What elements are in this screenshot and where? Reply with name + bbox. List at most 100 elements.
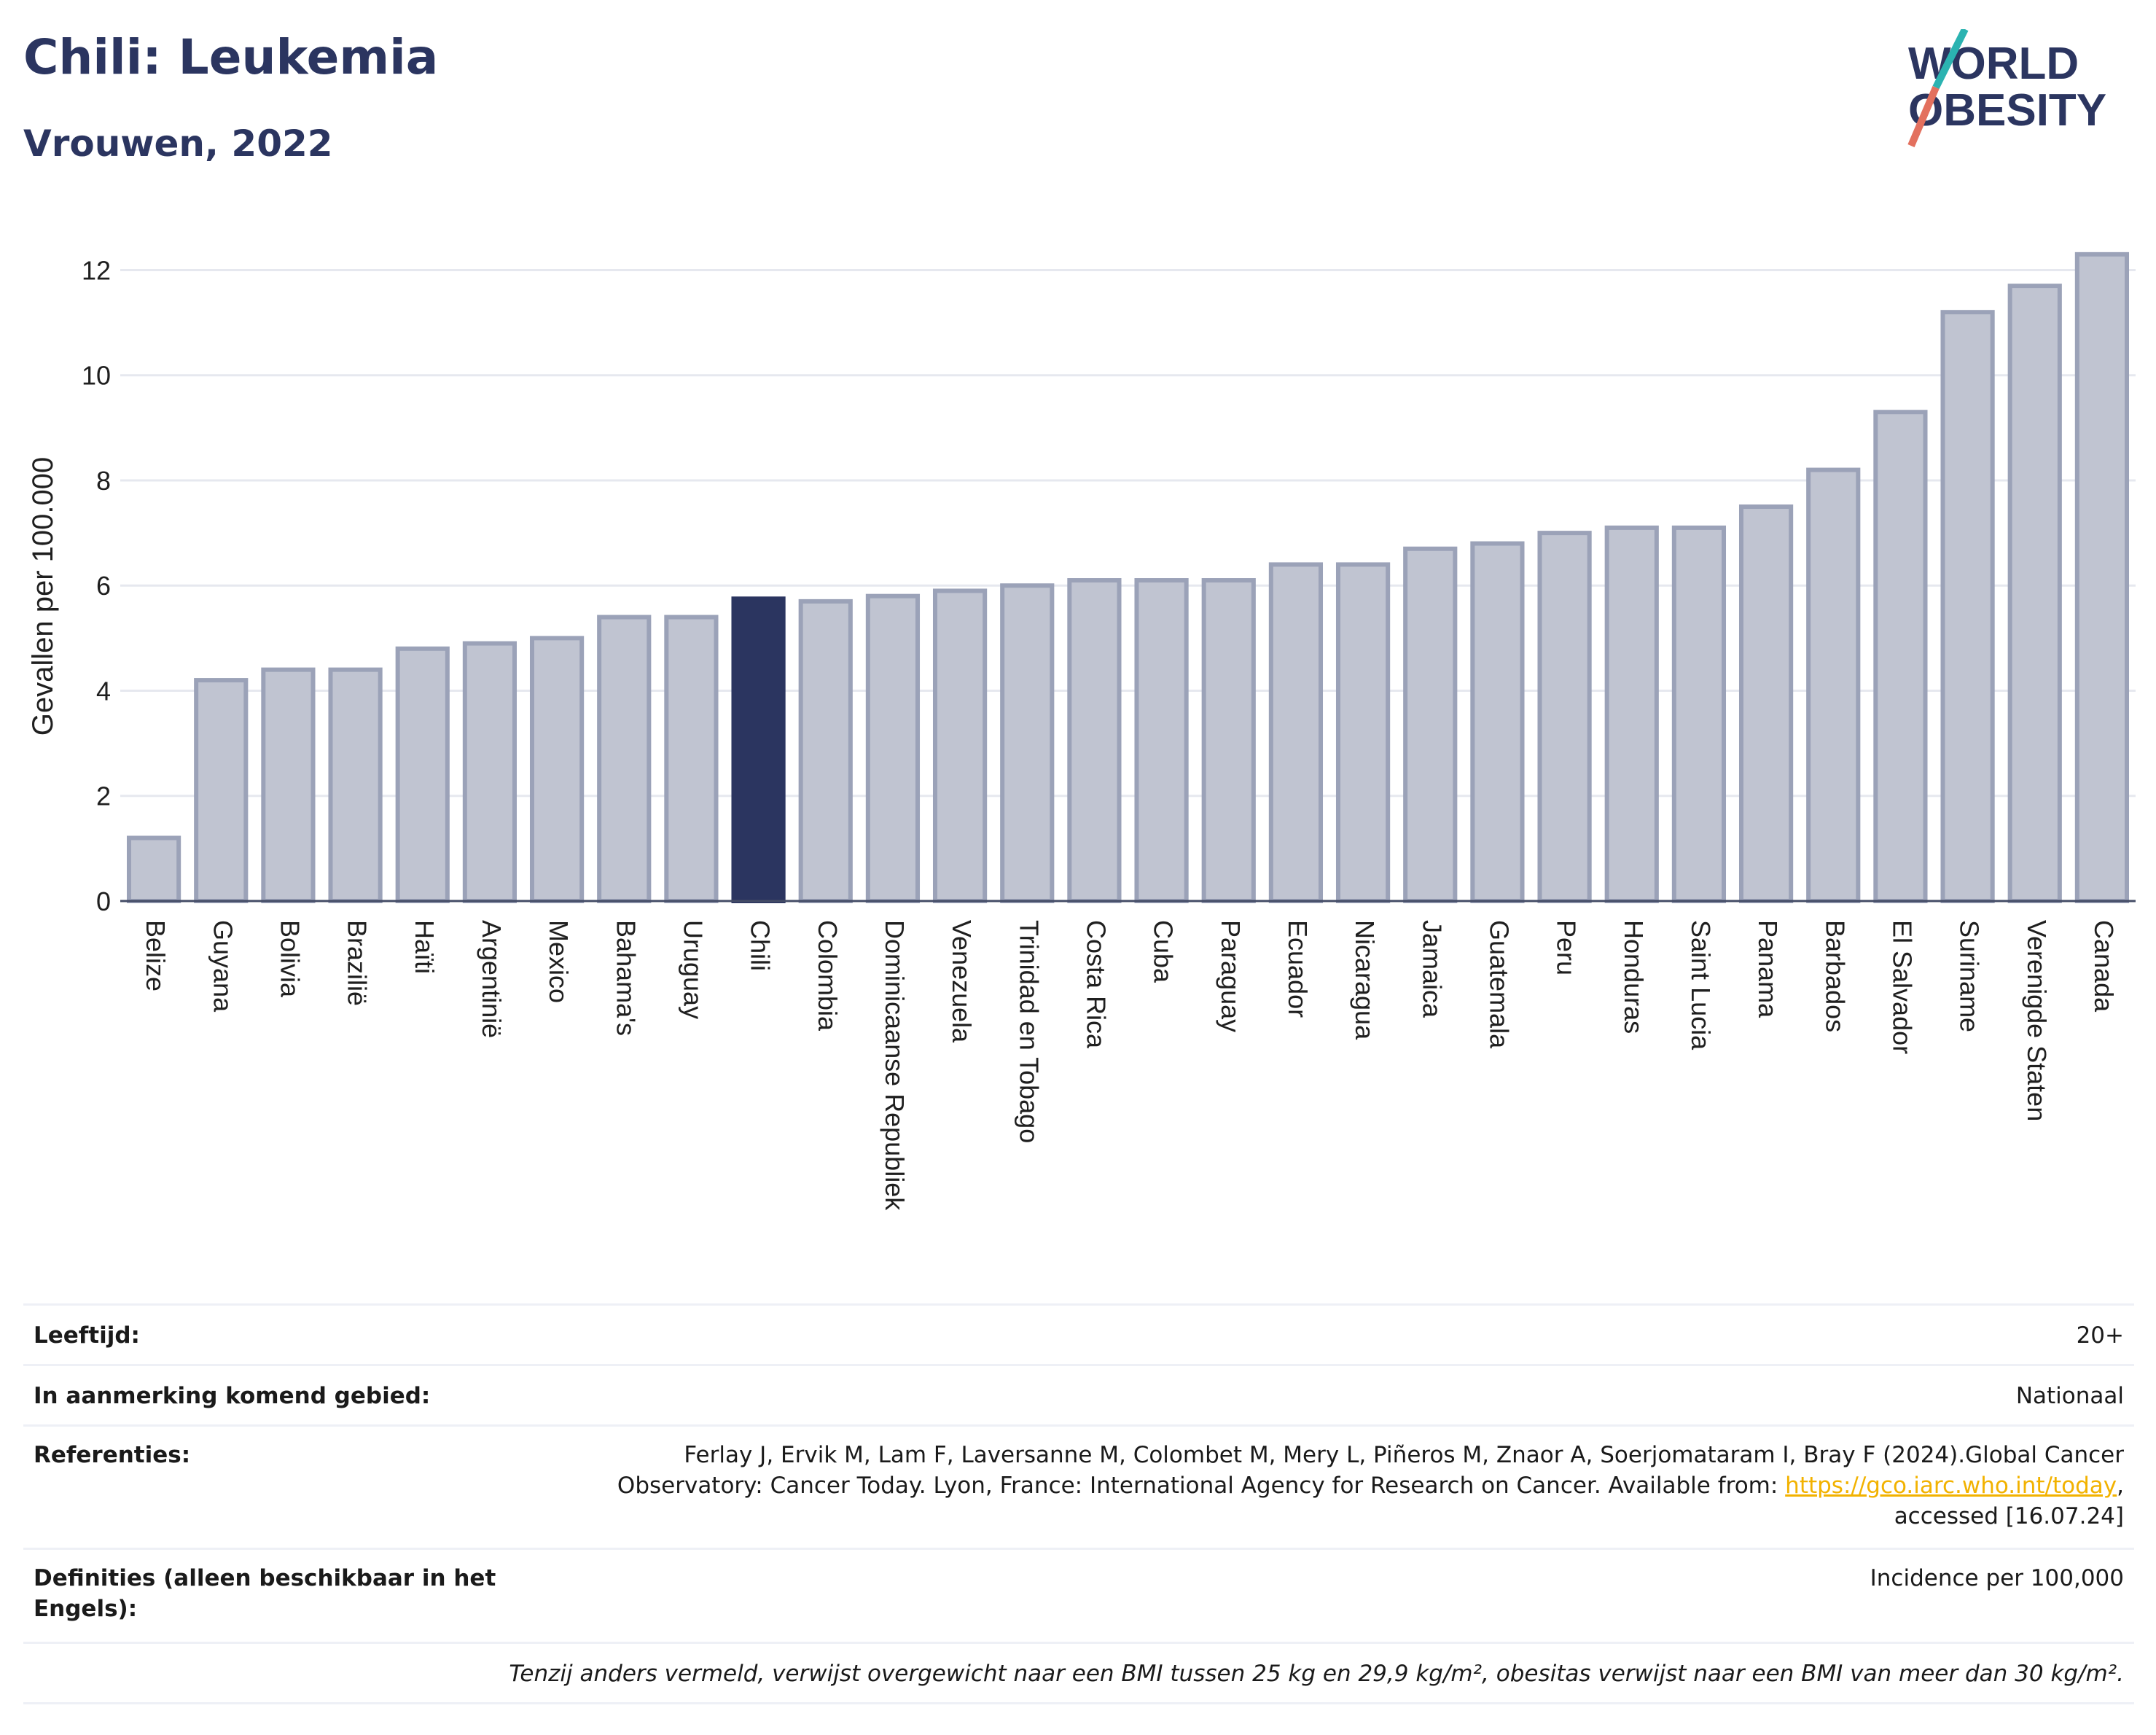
bars: [126, 252, 2130, 904]
x-tick-label: Honduras: [1619, 920, 1649, 1034]
grid-lines: [120, 268, 2136, 798]
y-tick-label: 2: [96, 781, 111, 811]
row-definitions: Definities (alleen beschikbaar in het En…: [23, 1548, 2134, 1642]
bar-canada: [2074, 252, 2130, 903]
bar-honduras: [1604, 525, 1659, 903]
def-value: Incidence per 100,000: [1870, 1565, 2124, 1591]
x-tick-label: Suriname: [1955, 920, 1985, 1032]
x-tick-label: Brazilië: [343, 920, 372, 1006]
ref-label: Referenties:: [34, 1442, 191, 1468]
area-label: In aanmerking komend gebied:: [34, 1383, 431, 1409]
bar-peru: [1537, 531, 1592, 903]
ref-line-2: Observatory: Cancer Today. Lyon, France:…: [520, 1470, 2124, 1501]
y-tick-labels: 0 2 4 6 8 10 12: [82, 255, 111, 916]
age-label: Leeftijd:: [34, 1322, 140, 1349]
ref-line-2-text: Observatory: Cancer Today. Lyon, France:…: [617, 1473, 1786, 1499]
x-tick-label: Verenigde Staten: [2022, 920, 2052, 1121]
ref-value: Ferlay J, Ervik M, Lam F, Laversanne M, …: [520, 1440, 2124, 1532]
x-tick-label: Uruguay: [678, 920, 708, 1019]
bar-cuba: [1134, 578, 1189, 903]
x-tick-labels: Belize Guyana Bolivia Brazilië Haïti Argentin…: [141, 920, 2119, 1211]
y-tick-label: 8: [96, 466, 111, 496]
x-tick-label: Cuba: [1149, 920, 1179, 983]
x-tick-label: Venezuela: [947, 920, 977, 1043]
bar-ha-ti: [395, 646, 450, 903]
x-tick-label: Chili: [746, 920, 776, 971]
y-axis-label: Gevallen per 100.000: [27, 457, 59, 736]
y-tick-label: 6: [96, 571, 111, 601]
x-tick-label: Mexico: [544, 920, 574, 1003]
x-tick-label: Panama: [1753, 920, 1783, 1018]
bar-jamaica: [1403, 546, 1458, 903]
bar-bolivia: [261, 667, 316, 904]
x-tick-label: Guatemala: [1484, 920, 1514, 1049]
ref-line-1: Ferlay J, Ervik M, Lam F, Laversanne M, …: [684, 1442, 2124, 1468]
ref-link[interactable]: https://gco.iarc.who.int/today: [1785, 1473, 2117, 1499]
bar-guyana: [194, 678, 249, 903]
bar-paraguay: [1201, 578, 1256, 903]
note-text: Tenzij anders vermeld, verwijst overgewi…: [509, 1661, 2124, 1687]
page-subtitle: Vrouwen, 2022: [23, 122, 333, 165]
bar-chart: 0 2 4 6 8 10 12 Belize Guyana Bolivia Brazilië Haï…: [27, 252, 2136, 1211]
bar-el-salvador: [1873, 410, 1928, 903]
ref-line-2-end: ,: [2117, 1473, 2124, 1499]
bar-barbados: [1806, 467, 1861, 903]
bar-verenigde-staten: [2007, 284, 2062, 903]
x-tick-label: Haïti: [410, 920, 440, 974]
bar-saint-lucia: [1671, 525, 1727, 903]
x-tick-label: Nicaragua: [1350, 920, 1380, 1040]
bar-uruguay: [664, 615, 719, 904]
bar-ecuador: [1268, 562, 1324, 903]
row-age: Leeftijd: 20+: [23, 1303, 2134, 1364]
x-tick-label: Ecuador: [1283, 920, 1313, 1018]
bar-trinidad-en-tobago: [1000, 583, 1055, 903]
bar-brazili-: [328, 667, 383, 904]
x-tick-label: Jamaica: [1417, 920, 1447, 1018]
bar-costa-rica: [1067, 578, 1122, 903]
world-obesity-logo: WORLD OBESITY: [1907, 29, 2106, 147]
bar-dominicaanse-republiek: [865, 593, 921, 904]
x-tick-label: Saint Lucia: [1686, 920, 1716, 1050]
y-tick-label: 4: [96, 676, 111, 706]
bar-suriname: [1940, 310, 1995, 903]
page-title: Chili: Leukemia: [23, 29, 439, 85]
row-area: In aanmerking komend gebied: Nationaal: [23, 1364, 2134, 1424]
x-tick-label: Peru: [1552, 920, 1582, 975]
logo-line2: OBESITY: [1908, 85, 2106, 136]
bar-guatemala: [1470, 541, 1525, 904]
bar-panama: [1738, 504, 1794, 903]
bar-nicaragua: [1335, 562, 1391, 903]
x-tick-label: Colombia: [813, 920, 843, 1032]
bar-mexico: [529, 636, 585, 903]
row-references: Referenties: Ferlay J, Ervik M, Lam F, L…: [23, 1424, 2134, 1548]
x-tick-label: Trinidad en Tobago: [1014, 920, 1044, 1143]
logo-slash-bottom: [1907, 86, 1940, 147]
bar-colombia: [798, 599, 853, 903]
x-tick-label: Dominicaanse Republiek: [880, 920, 910, 1211]
def-label: Definities (alleen beschikbaar in het En…: [34, 1565, 496, 1622]
logo-slash-top: [1932, 29, 1969, 90]
info-table: Leeftijd: 20+ In aanmerking komend gebie…: [23, 1303, 2134, 1704]
x-tick-label: Costa Rica: [1081, 920, 1111, 1049]
y-tick-label: 0: [96, 886, 111, 916]
area-value: Nationaal: [2015, 1383, 2124, 1409]
x-tick-label: Argentinië: [477, 920, 507, 1038]
x-tick-label: Guyana: [208, 920, 238, 1013]
y-tick-label: 10: [82, 361, 111, 391]
ref-line-3: accessed [16.07.24]: [1894, 1503, 2124, 1529]
bar-bahama-s: [597, 615, 652, 904]
y-tick-label: 12: [82, 255, 111, 285]
x-tick-label: Paraguay: [1216, 920, 1246, 1032]
bar-argentini-: [462, 641, 517, 904]
bar-belize: [126, 835, 181, 904]
bar-chili: [731, 596, 786, 903]
x-tick-label: Barbados: [1820, 920, 1850, 1032]
age-value: 20+: [2076, 1322, 2124, 1349]
bar-venezuela: [932, 588, 988, 903]
x-tick-label: Bolivia: [275, 920, 305, 998]
row-note: Tenzij anders vermeld, verwijst overgewi…: [23, 1642, 2134, 1704]
x-tick-label: Bahama's: [611, 920, 641, 1036]
x-tick-label: El Salvador: [1887, 920, 1917, 1054]
x-tick-label: Belize: [141, 920, 171, 991]
x-tick-label: Canada: [2089, 920, 2119, 1013]
